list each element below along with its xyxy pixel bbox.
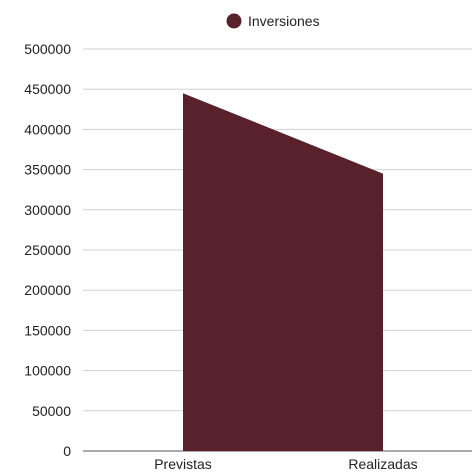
y-tick-label: 500000 (24, 41, 71, 57)
y-tick-label: 250000 (24, 242, 71, 258)
x-tick-label-previstas: Previstas (154, 456, 212, 472)
legend-swatch-inversiones (226, 13, 242, 29)
y-tick-label: 350000 (24, 162, 71, 178)
chart-legend: Inversiones (226, 13, 320, 29)
plot-area (183, 93, 383, 451)
y-tick-label: 150000 (24, 322, 71, 338)
x-tick-label-realizadas: Realizadas (348, 456, 417, 472)
y-tick-label: 450000 (24, 81, 71, 97)
area-series-inversiones (183, 93, 383, 451)
y-tick-label: 0 (63, 443, 71, 459)
y-tick-label: 100000 (24, 363, 71, 379)
y-tick-label: 400000 (24, 121, 71, 137)
legend-label-inversiones: Inversiones (248, 13, 320, 29)
y-tick-label: 50000 (32, 403, 71, 419)
x-axis-tick-labels: Previstas Realizadas (154, 456, 417, 472)
y-tick-label: 300000 (24, 202, 71, 218)
y-axis-tick-labels: 0 50000 100000 150000 200000 250000 300000 3500… (24, 41, 71, 459)
y-tick-label: 200000 (24, 282, 71, 298)
